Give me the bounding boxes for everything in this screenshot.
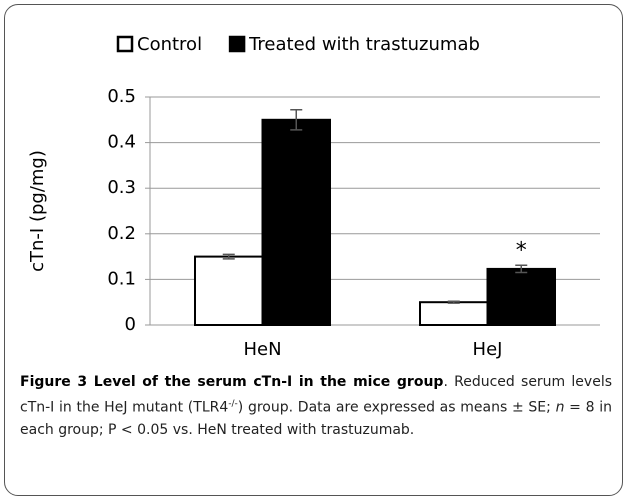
y-tick-label: 0.3 [107, 177, 136, 198]
error-bar [447, 300, 460, 304]
y-axis-label: cTn-I (pg/mg) [27, 150, 48, 272]
y-tick-label: 0 [125, 314, 136, 335]
legend-swatch [116, 35, 134, 53]
error-bar [515, 264, 528, 274]
caption-text: . Reduced serum levels cTn-I in the HeJ … [20, 374, 613, 416]
legend-label: Control [137, 34, 202, 55]
figure-frame [4, 4, 623, 496]
caption-n: n [555, 399, 565, 416]
bar [486, 267, 556, 326]
caption-title: Figure 3 Level of the serum cTn-I in the… [20, 374, 444, 390]
legend-label: Treated with trastuzumab [248, 34, 480, 55]
bar [194, 255, 264, 327]
legend-swatch [228, 35, 246, 53]
x-tick-label: HeJ [473, 339, 503, 360]
annotation: * [516, 238, 527, 263]
chart: cTn-I (pg/mg) 0 0.1 0.2 0.3 0.4 0.5 Control Tre… [27, 34, 600, 360]
y-tick-label: 0.1 [107, 268, 136, 289]
x-tick-label: HeN [243, 339, 281, 360]
y-tick-label: 0.2 [107, 223, 136, 244]
bar [419, 301, 489, 327]
y-tick-label: 0.5 [107, 86, 136, 107]
error-bar [222, 253, 235, 260]
error-bar [290, 109, 303, 131]
caption: Figure 3 Level of the serum cTn-I in the… [20, 371, 612, 441]
caption-text: ) group. Data are expressed as means ± S… [237, 399, 556, 416]
caption-text: = 8 in each group; P < 0.05 vs. HeN trea… [20, 399, 612, 438]
y-tick-label: 0.4 [107, 132, 136, 153]
caption-sup: -/- [228, 399, 238, 409]
bar [261, 118, 331, 326]
